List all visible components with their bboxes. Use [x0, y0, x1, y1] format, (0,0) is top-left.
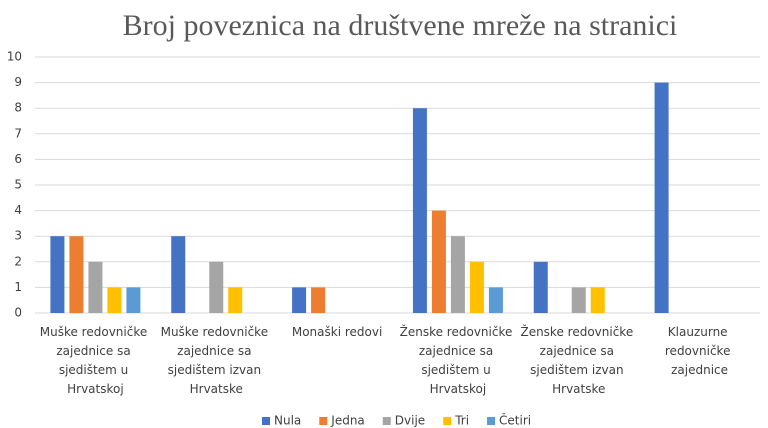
- y-tick-label: 7: [14, 126, 22, 140]
- legend-swatch: [443, 417, 452, 425]
- bar: [107, 287, 122, 313]
- x-tick-label: Klauzurne redovničke zajednice: [665, 325, 734, 377]
- bar: [311, 287, 326, 313]
- bar: [228, 287, 243, 313]
- bar: [88, 261, 103, 313]
- chart-title: Broj poveznica na društvene mreže na str…: [123, 9, 678, 42]
- y-tick-label: 2: [14, 254, 22, 268]
- bar: [209, 261, 224, 313]
- y-tick-label: 4: [14, 203, 22, 217]
- legend-label: Dvije: [395, 414, 425, 428]
- x-tick-label: Muške redovničke zajednice sa sjedištem …: [40, 325, 151, 396]
- legend-swatch: [487, 417, 496, 425]
- bar: [50, 236, 65, 313]
- legend-label: Tri: [454, 414, 469, 428]
- bar: [590, 287, 605, 313]
- bar: [488, 287, 503, 313]
- legend-label: Jedna: [330, 414, 365, 428]
- legend-swatch: [382, 417, 391, 425]
- y-tick-label: 8: [14, 101, 22, 115]
- y-tick-label: 10: [7, 50, 22, 64]
- x-tick-label: Monaški redovi: [292, 325, 382, 339]
- legend-swatch: [319, 417, 328, 425]
- bar: [450, 236, 465, 313]
- bar: [412, 108, 427, 313]
- bar: [69, 236, 84, 313]
- bar: [654, 82, 669, 313]
- bar: [431, 210, 446, 313]
- y-tick-label: 3: [14, 229, 22, 243]
- y-tick-label: 6: [14, 152, 22, 166]
- y-tick-label: 1: [14, 280, 22, 294]
- legend-swatch: [262, 417, 270, 425]
- x-tick-label: Ženske redovničke zajednice sa sjedištem…: [400, 324, 517, 396]
- bar: [292, 287, 307, 313]
- bar: [126, 287, 141, 313]
- bar: [171, 236, 186, 313]
- y-tick-label: 5: [14, 178, 22, 192]
- legend-label: Četiri: [499, 413, 531, 428]
- bar: [571, 287, 586, 313]
- bar: [533, 261, 548, 313]
- x-tick-label: Muške redovničke zajednice sa sjedištem …: [161, 325, 272, 396]
- y-tick-label: 9: [14, 75, 22, 89]
- x-tick-label: Ženske redovničke zajednice sa sjedištem…: [520, 324, 637, 396]
- legend-label: Nula: [274, 414, 301, 428]
- bar: [469, 261, 484, 313]
- y-tick-label: 0: [14, 306, 22, 320]
